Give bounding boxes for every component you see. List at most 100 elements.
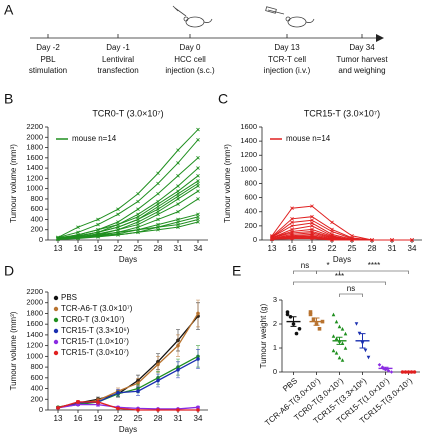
series-line bbox=[57, 221, 199, 240]
chart-title: TCR15-T (3.0×10⁷) bbox=[304, 108, 380, 118]
y-tick-label: 1600 bbox=[26, 319, 43, 328]
point bbox=[317, 327, 322, 331]
significance-label: *** bbox=[335, 272, 344, 281]
x-tick-label: 25 bbox=[134, 244, 143, 253]
point bbox=[196, 215, 200, 219]
legend-marker bbox=[53, 295, 59, 301]
point bbox=[196, 220, 200, 224]
point bbox=[116, 225, 120, 229]
point bbox=[310, 221, 314, 225]
panel-label: C bbox=[218, 91, 228, 107]
y-tick-label: 200 bbox=[30, 225, 43, 234]
y-tick-label: 400 bbox=[30, 214, 43, 223]
point bbox=[334, 319, 339, 324]
chart-title: TCR0-T (3.0×10⁷) bbox=[92, 108, 163, 118]
y-tick-label: 2000 bbox=[26, 132, 43, 141]
point bbox=[156, 204, 160, 209]
point bbox=[290, 220, 294, 225]
point bbox=[136, 227, 140, 232]
point bbox=[176, 225, 180, 229]
event-day: Day 13 bbox=[274, 43, 300, 52]
point bbox=[389, 370, 394, 374]
x-tick-label: 34 bbox=[194, 414, 203, 423]
point bbox=[156, 378, 160, 383]
point bbox=[156, 222, 160, 227]
point bbox=[196, 181, 200, 186]
legend-marker bbox=[53, 350, 59, 356]
point bbox=[366, 355, 371, 360]
series-line bbox=[57, 358, 199, 409]
point bbox=[116, 391, 120, 395]
point bbox=[156, 225, 160, 229]
point bbox=[176, 217, 180, 222]
point bbox=[176, 191, 180, 196]
point bbox=[96, 217, 100, 222]
x-tick-label: 13 bbox=[54, 414, 63, 423]
point bbox=[176, 202, 180, 206]
event-day: Day 0 bbox=[180, 43, 201, 52]
point bbox=[290, 217, 294, 221]
significance-bracket bbox=[339, 270, 409, 274]
significance-bracket bbox=[293, 281, 386, 285]
y-axis-label: Tumour weight (g) bbox=[259, 303, 268, 368]
point bbox=[363, 348, 368, 353]
point bbox=[136, 215, 140, 219]
y-tick-label: 2200 bbox=[26, 122, 43, 131]
panel-label: D bbox=[4, 263, 14, 279]
point bbox=[410, 238, 414, 242]
point bbox=[76, 225, 80, 229]
y-tick-label: 2200 bbox=[26, 287, 43, 296]
point bbox=[343, 331, 348, 336]
point bbox=[290, 224, 294, 228]
significance-label: **** bbox=[368, 261, 380, 270]
point bbox=[156, 199, 160, 204]
sem-bar bbox=[290, 316, 297, 327]
point bbox=[196, 357, 200, 361]
x-tick-label: 13 bbox=[54, 244, 63, 253]
y-tick-label: 0 bbox=[39, 235, 43, 244]
y-tick-label: 1800 bbox=[26, 143, 43, 152]
series-line bbox=[57, 139, 199, 238]
point bbox=[310, 224, 314, 228]
point bbox=[76, 230, 80, 235]
point bbox=[116, 227, 120, 232]
x-tick-label: 25 bbox=[134, 414, 143, 423]
point bbox=[136, 207, 140, 211]
series-line bbox=[57, 129, 199, 238]
point bbox=[136, 217, 140, 222]
point bbox=[156, 227, 160, 232]
point bbox=[156, 191, 160, 196]
point bbox=[337, 355, 342, 360]
y-axis-label: Tumour volume (mm³) bbox=[223, 144, 232, 223]
point bbox=[294, 331, 299, 336]
point bbox=[196, 166, 200, 170]
point bbox=[176, 184, 180, 188]
legend-label: TCR15-T (3.0×10⁷) bbox=[61, 348, 129, 357]
y-tick-label: 1000 bbox=[240, 164, 257, 173]
point bbox=[343, 346, 348, 350]
point bbox=[176, 408, 180, 412]
point bbox=[116, 220, 120, 224]
x-axis-label: Days bbox=[119, 425, 137, 434]
point bbox=[340, 327, 345, 331]
event-day: Day -1 bbox=[106, 43, 130, 52]
point bbox=[196, 212, 200, 217]
event-text: Lentiviral bbox=[102, 55, 134, 64]
point bbox=[196, 156, 200, 160]
point bbox=[156, 202, 160, 206]
x-tick-label: 22 bbox=[114, 244, 123, 253]
point bbox=[196, 217, 200, 222]
event-text: injection (i.v.) bbox=[264, 66, 311, 75]
point bbox=[96, 400, 100, 404]
point bbox=[196, 127, 200, 132]
y-tick-label: 1400 bbox=[26, 163, 43, 172]
point bbox=[331, 348, 336, 353]
significance-bracket bbox=[293, 270, 317, 274]
point bbox=[136, 220, 140, 224]
point bbox=[331, 312, 336, 317]
y-axis-label: Tumour volume (mm³) bbox=[9, 311, 18, 390]
point bbox=[337, 324, 342, 329]
y-tick-label: 0 bbox=[39, 405, 43, 414]
x-tick-label: 19 bbox=[94, 414, 103, 423]
series-line bbox=[57, 403, 199, 410]
